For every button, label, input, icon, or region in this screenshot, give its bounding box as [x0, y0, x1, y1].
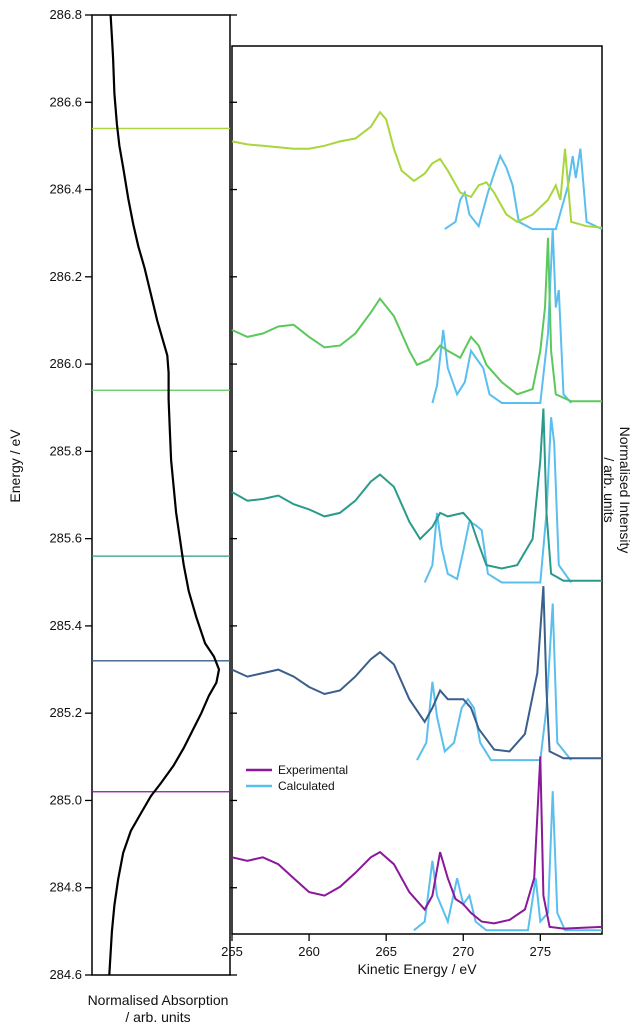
spectrum-2 — [231, 408, 602, 584]
kinetic-tick-label-1: 260 — [298, 944, 320, 959]
excitation-energy-markers — [92, 127, 230, 793]
spectrum-3 — [231, 586, 602, 762]
experimental-spectrum-0 — [231, 110, 603, 229]
spectrum-1 — [231, 229, 602, 404]
absorption-x-axis-title-line2: / arb. units — [125, 1009, 190, 1025]
intensity-axis-title-line1: Normalised Intensity — [617, 427, 633, 554]
spectra-panel-frame — [231, 45, 603, 935]
intensity-axis-title-line2: / arb. units — [601, 457, 617, 522]
absorption-y-axis-title: Energy / eV — [7, 429, 23, 503]
kinetic-tick-label-0: 255 — [221, 944, 243, 959]
calculated-spectrum-3 — [416, 603, 572, 762]
legend-calculated-label: Calculated — [278, 779, 335, 793]
energy-tick-label-1: 286.6 — [49, 94, 82, 109]
legend-experimental-label: Experimental — [278, 763, 348, 777]
energy-tick-label-3: 286.2 — [49, 269, 82, 284]
kinetic-energy-axis-title: Kinetic Energy / eV — [357, 961, 477, 977]
kinetic-tick-label-3: 270 — [452, 944, 474, 959]
calculated-spectrum-0 — [444, 148, 603, 231]
spectrum-4 — [231, 756, 603, 932]
energy-tick-label-9: 285.0 — [49, 792, 82, 807]
energy-tick-label-7: 285.4 — [49, 618, 82, 633]
calculated-spectrum-1 — [431, 229, 572, 404]
experimental-spectrum-3 — [231, 586, 602, 760]
absorption-panel-frame — [91, 14, 231, 976]
energy-tick-label-6: 285.6 — [49, 531, 82, 546]
kinetic-tick-label-2: 265 — [375, 944, 397, 959]
experimental-spectrum-4 — [231, 756, 603, 930]
spectra-series — [231, 110, 603, 932]
experimental-spectrum-1 — [231, 237, 602, 403]
energy-tick-label-8: 285.2 — [49, 705, 82, 720]
energy-tick-label-0: 286.8 — [49, 7, 82, 22]
absorption-x-axis-title-line1: Normalised Absorption — [88, 992, 229, 1008]
kinetic-tick-label-4: 275 — [529, 944, 551, 959]
absorption-curve — [108, 14, 221, 976]
absorption-y-axis: 286.8 286.6 286.4 286.2 286.0 285.8 285.6 285.4… — [49, 7, 237, 982]
energy-tick-label-4: 286.0 — [49, 356, 82, 371]
energy-tick-label-10: 284.8 — [49, 880, 82, 895]
spectrum-0 — [231, 110, 603, 231]
calculated-spectrum-4 — [413, 791, 602, 932]
calculated-spectrum-2 — [423, 417, 573, 584]
experimental-spectrum-2 — [231, 408, 602, 582]
legend: Experimental Calculated — [246, 763, 348, 793]
kinetic-energy-x-axis: 255 260 265 270 275 — [221, 934, 551, 959]
energy-tick-label-5: 285.8 — [49, 443, 82, 458]
energy-tick-label-2: 286.4 — [49, 182, 82, 197]
energy-tick-label-11: 284.6 — [49, 967, 82, 982]
